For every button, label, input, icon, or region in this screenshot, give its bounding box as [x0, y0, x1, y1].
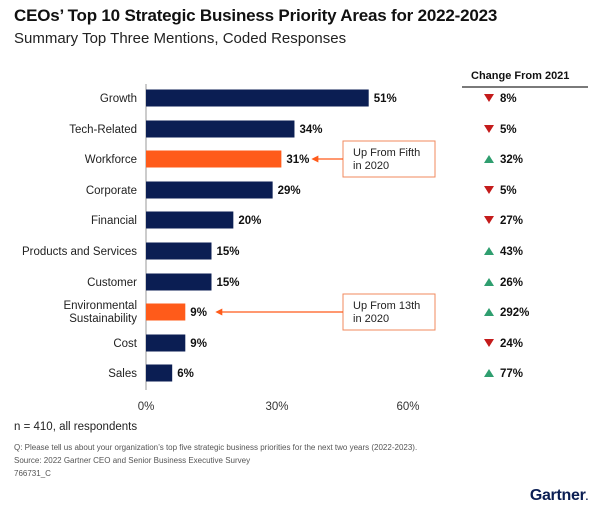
- annotation-text: in 2020: [353, 160, 389, 172]
- category-label: Workforce: [85, 154, 137, 166]
- up-arrow-icon: [484, 155, 494, 163]
- value-label: 6%: [177, 368, 194, 380]
- category-label: Sales: [108, 368, 137, 380]
- up-arrow-icon: [484, 278, 494, 286]
- bar: [146, 150, 282, 168]
- x-tick-label: 30%: [265, 401, 288, 413]
- x-tick-label: 60%: [396, 401, 419, 413]
- bar-chart: Growth 51% 8% Tech-Related 34% 5% Workforce 31%…: [22, 84, 529, 413]
- change-header-divider: [462, 86, 588, 88]
- change-value: 24%: [500, 338, 523, 350]
- x-tick-label: 0%: [138, 401, 155, 413]
- annotation-text: Up From Fifth: [353, 147, 420, 159]
- up-arrow-icon: [484, 247, 494, 255]
- value-label: 15%: [217, 246, 240, 258]
- change-value: 26%: [500, 277, 523, 289]
- down-arrow-icon: [484, 125, 494, 133]
- down-arrow-icon: [484, 216, 494, 224]
- bar: [146, 364, 173, 382]
- category-label: Cost: [113, 338, 137, 350]
- value-label: 20%: [238, 215, 261, 227]
- source-note: Source: 2022 Gartner CEO and Senior Busi…: [14, 456, 251, 465]
- change-value: 8%: [500, 93, 517, 105]
- chart-subtitle: Summary Top Three Mentions, Coded Respon…: [14, 30, 347, 47]
- change-value: 43%: [500, 246, 523, 258]
- value-label: 34%: [299, 124, 322, 136]
- bar: [146, 303, 186, 321]
- annotation-text: Up From 13th: [353, 300, 420, 312]
- change-value: 5%: [500, 124, 517, 136]
- down-arrow-icon: [484, 94, 494, 102]
- value-label: 51%: [374, 93, 397, 105]
- value-label: 31%: [286, 154, 309, 166]
- chart-title: CEOs’ Top 10 Strategic Business Priority…: [14, 6, 498, 25]
- bar: [146, 334, 186, 352]
- change-value: 292%: [500, 307, 529, 319]
- value-label: 9%: [190, 338, 207, 350]
- change-value: 77%: [500, 368, 523, 380]
- category-label: Products and Services: [22, 246, 137, 258]
- category-label: Corporate: [86, 185, 137, 197]
- value-label: 29%: [278, 185, 301, 197]
- question-note: Q: Please tell us about your organizatio…: [14, 443, 418, 452]
- value-label: 9%: [190, 307, 207, 319]
- annotation-arrow-icon: [311, 155, 319, 163]
- category-label: Financial: [91, 215, 137, 227]
- down-arrow-icon: [484, 186, 494, 194]
- category-label: Customer: [87, 277, 137, 289]
- bar: [146, 242, 212, 260]
- change-column-header: Change From 2021: [471, 70, 570, 82]
- bar: [146, 211, 234, 229]
- bar: [146, 181, 273, 199]
- annotation-box: [342, 293, 436, 331]
- change-value: 5%: [500, 185, 517, 197]
- category-label: Growth: [100, 93, 137, 105]
- bar: [146, 120, 295, 138]
- category-label: Environmental: [63, 300, 137, 312]
- value-label: 15%: [217, 277, 240, 289]
- category-label: Tech-Related: [69, 124, 137, 136]
- annotation-arrow-icon: [215, 308, 223, 316]
- category-label: Sustainability: [69, 313, 137, 325]
- up-arrow-icon: [484, 308, 494, 316]
- respondents-note: n = 410, all respondents: [14, 421, 138, 433]
- annotation-box: [342, 140, 436, 178]
- change-value: 32%: [500, 154, 523, 166]
- gartner-logo: Gartner.: [529, 487, 589, 504]
- bar: [146, 89, 369, 107]
- down-arrow-icon: [484, 339, 494, 347]
- brand-name: Gartner: [529, 487, 586, 504]
- bar: [146, 273, 212, 291]
- up-arrow-icon: [484, 369, 494, 377]
- annotation-text: in 2020: [353, 313, 389, 325]
- change-value: 27%: [500, 215, 523, 227]
- figure-id: 766731_C: [14, 469, 51, 478]
